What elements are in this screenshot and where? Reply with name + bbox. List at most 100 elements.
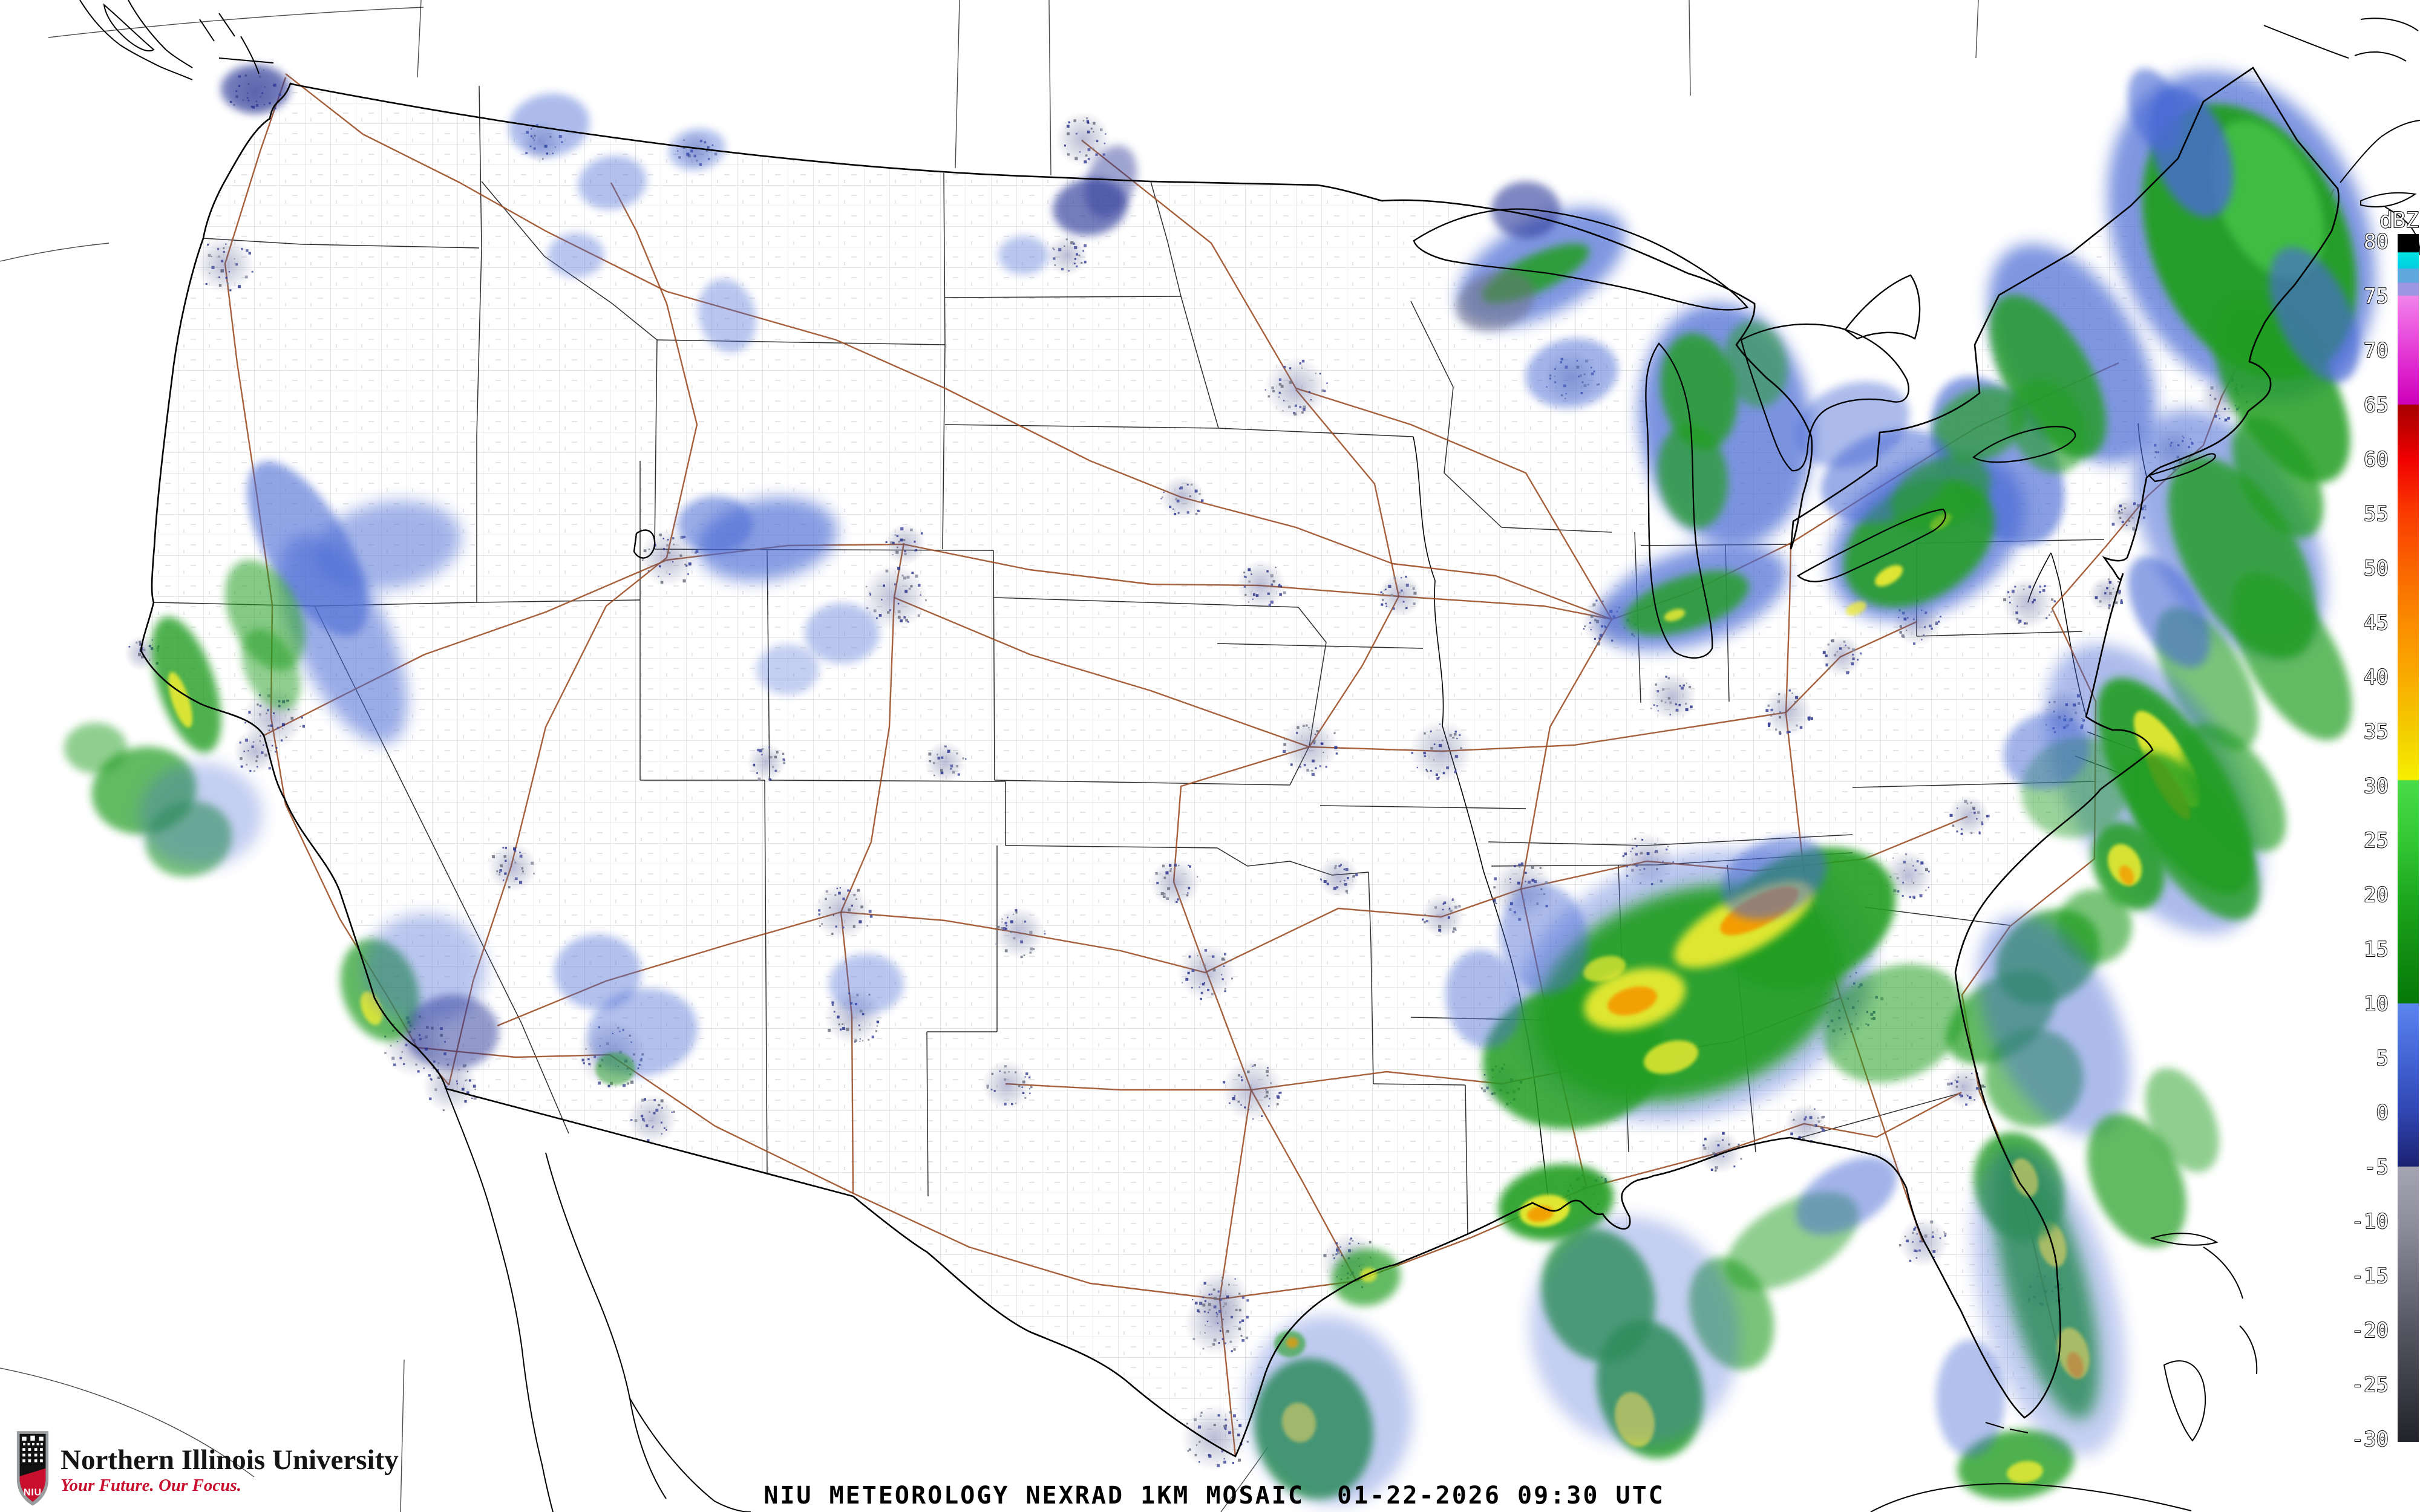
foreign-coastline <box>2150 1233 2219 1246</box>
clutter-site <box>1220 1058 1284 1122</box>
clutter-site <box>1784 1103 1826 1145</box>
state-border-line <box>1218 428 1414 437</box>
radar-echo <box>578 155 647 210</box>
clutter-site <box>1420 893 1465 938</box>
foreign-coastline <box>1870 1483 2192 1512</box>
state-border-line <box>1150 181 1182 297</box>
radar-echo <box>1721 836 1827 920</box>
state-border-line <box>1320 805 1526 809</box>
state-border-line <box>769 780 1006 782</box>
graticule-line <box>1048 0 1051 176</box>
colorbar-tick: 65 <box>2364 393 2389 417</box>
dbz-colorbar: dBZ 80757065605550454035302520151050-5-1… <box>2351 207 2419 1452</box>
state-border-line <box>1217 643 1424 649</box>
clutter-site <box>1762 686 1813 737</box>
state-border-line <box>1298 607 1327 747</box>
foreign-coastline <box>2340 120 2420 183</box>
clutter-site <box>1055 111 1111 167</box>
state-border-line <box>944 296 1182 298</box>
clutter-site <box>1883 850 1934 901</box>
clutter-site <box>1317 856 1359 898</box>
graticule-line <box>1689 0 1691 96</box>
radar-echo <box>1644 1040 1698 1074</box>
foreign-coastline <box>2163 1360 2206 1442</box>
radar-echo <box>2003 712 2089 790</box>
radar-echo <box>756 644 819 695</box>
colorbar-tick: 55 <box>2364 502 2389 526</box>
radar-echo <box>1846 601 1866 616</box>
state-border-line <box>1410 301 1502 528</box>
radar-echo <box>1796 1156 1897 1235</box>
lake-outline <box>1797 508 1946 582</box>
radar-echo <box>2181 723 2286 852</box>
radar-echo <box>1500 883 1588 994</box>
colorbar-scale <box>2398 234 2419 1442</box>
radar-echo <box>1796 381 1909 468</box>
state-border-line <box>1005 845 1218 849</box>
colorbar-unit-label: dBZ <box>2379 208 2419 233</box>
clutter-site <box>981 1060 1033 1110</box>
radar-echo <box>2126 752 2260 920</box>
clutter-site <box>924 741 967 783</box>
foreign-coastline <box>2360 18 2419 31</box>
state-border-line <box>481 181 658 341</box>
colorbar-tick: 80 <box>2364 230 2389 254</box>
clutter-site <box>1264 356 1328 420</box>
foreign-coastline <box>445 1088 554 1512</box>
clutter-site <box>1280 717 1339 777</box>
radar-echo <box>2007 1461 2043 1484</box>
colorbar-tick-labels: 80757065605550454035302520151050-5-10-15… <box>2351 229 2389 1452</box>
state-border-line <box>476 247 482 602</box>
footer-caption: NIU METEOROLOGY NEXRAD 1KM MOSAIC 01-22-… <box>764 1482 1665 1510</box>
state-border-line <box>1368 872 1374 1084</box>
clutter-site <box>1150 858 1200 908</box>
colorbar-tick: -30 <box>2352 1427 2389 1452</box>
clutter-site <box>1235 559 1286 610</box>
niu-monogram: NIU <box>24 1488 42 1498</box>
us-coastline-stroke <box>140 67 2340 1458</box>
clutter-site <box>747 742 786 782</box>
colorbar-tick: 50 <box>2364 556 2389 581</box>
radar-echo <box>1891 455 1991 533</box>
radar-echo <box>1664 608 1686 622</box>
graticule-line <box>417 0 422 78</box>
radar-echo <box>1084 145 1137 218</box>
radar-echo <box>554 934 641 1009</box>
lake-shape <box>1844 274 1921 340</box>
clutter-site <box>1647 671 1698 722</box>
radar-echo <box>1624 570 1749 636</box>
radar-echo <box>1874 565 1903 587</box>
lake-outline <box>1844 274 1921 340</box>
state-border-line <box>1916 631 2083 637</box>
foreign-coastline <box>79 0 193 80</box>
colorbar-tick: 70 <box>2364 339 2389 363</box>
radar-echo <box>1286 1337 1298 1348</box>
radar-echo <box>1445 950 1522 1049</box>
radar-echo <box>2119 865 2134 885</box>
radar-echo <box>1529 1216 1740 1447</box>
radar-echo <box>280 535 408 744</box>
colorbar-tick: 45 <box>2364 611 2389 635</box>
radar-echo <box>1823 963 1966 1083</box>
clutter-site <box>627 1093 678 1144</box>
radar-echo <box>2145 1067 2220 1173</box>
state-border-line <box>1501 527 1612 533</box>
clutter-site <box>1947 795 1990 837</box>
clutter-site <box>1820 634 1863 677</box>
graticule-line <box>1975 0 1979 59</box>
foreign-coastline <box>199 19 215 42</box>
radar-echo <box>221 65 290 113</box>
foreign-coastline <box>218 57 274 64</box>
clutter-site <box>860 563 928 631</box>
niu-logo: NIU Northern Illinois University Your Fu… <box>16 1426 399 1508</box>
state-border-line <box>1180 296 1219 429</box>
foreign-coastline <box>2239 1325 2258 1375</box>
colorbar-tick: 30 <box>2364 774 2389 798</box>
radar-echo <box>1583 956 1626 982</box>
highway-line <box>1172 389 1400 1457</box>
radar-echo <box>1246 1315 1413 1505</box>
foreign-coastline <box>629 1398 751 1512</box>
clutter-site <box>233 729 278 774</box>
state-border-line <box>654 339 658 550</box>
colorbar-tick: -15 <box>2352 1264 2389 1288</box>
